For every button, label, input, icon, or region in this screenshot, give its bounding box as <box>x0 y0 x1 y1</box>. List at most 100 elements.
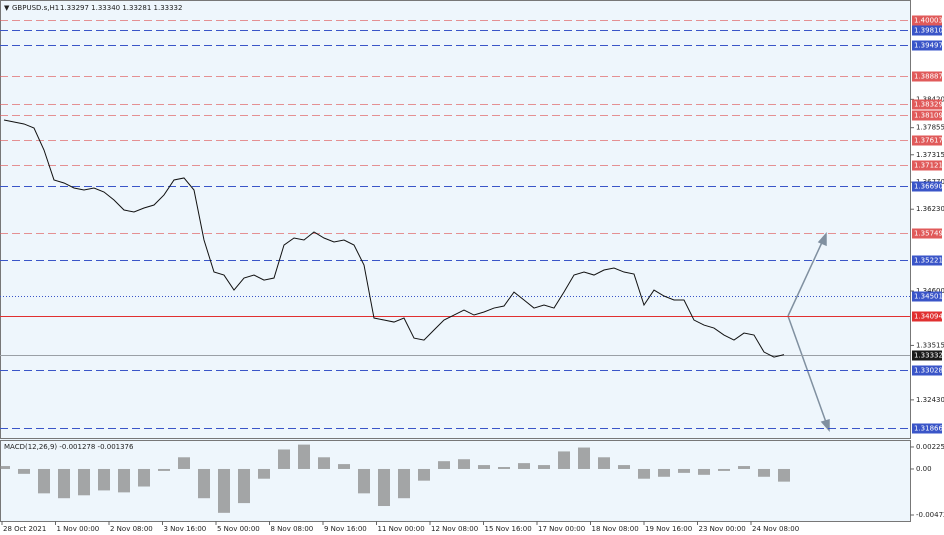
macd-bar <box>58 468 70 499</box>
level-label-bg <box>912 311 942 322</box>
level-label-bg <box>912 181 942 192</box>
x-tick-label: 19 Nov 16:00 <box>645 525 692 533</box>
level-label: 1.36690 <box>914 183 943 191</box>
macd-bar <box>378 468 390 507</box>
macd-bar <box>598 457 610 469</box>
macd-bar <box>358 468 370 494</box>
macd-bar <box>718 468 730 471</box>
macd-bar <box>278 449 290 469</box>
macd-bar <box>338 464 350 469</box>
macd-bar <box>258 468 270 479</box>
macd-bar <box>318 457 330 469</box>
level-label-bg <box>912 40 942 51</box>
macd-bar <box>458 459 470 469</box>
level-label: 1.39810 <box>914 27 943 35</box>
macd-bar <box>438 461 450 469</box>
x-tick-label: 28 Oct 2021 <box>3 525 46 533</box>
x-tick-label: 23 Nov 00:00 <box>699 525 746 533</box>
y-tick-label: 1.34600 <box>916 287 944 295</box>
macd-bar <box>658 468 670 477</box>
macd-bar <box>578 447 590 469</box>
level-label: 1.37617 <box>914 137 943 145</box>
macd-pane-frame <box>0 440 911 522</box>
level-label-bg <box>912 135 942 146</box>
level-label: 1.40003 <box>914 17 943 25</box>
level-label: 1.33028 <box>914 367 943 375</box>
macd-bar <box>778 468 790 482</box>
level-label: 1.35749 <box>914 230 943 238</box>
macd-bar <box>638 468 650 479</box>
x-tick-label: 15 Nov 16:00 <box>485 525 532 533</box>
macd-bar <box>618 465 630 469</box>
y-tick-label: 0.002258 <box>916 443 944 451</box>
x-tick-label: 1 Nov 00:00 <box>57 525 100 533</box>
macd-bar <box>298 444 310 469</box>
level-label: 1.38329 <box>914 101 943 109</box>
macd-bar <box>498 467 510 469</box>
ohlc-values: 1.33297 1.33340 1.33281 1.33332 <box>60 4 182 12</box>
level-label-bg <box>912 25 942 36</box>
macd-bar <box>118 468 130 493</box>
macd-bar <box>38 468 50 494</box>
macd-bar <box>518 463 530 469</box>
macd-bar <box>78 468 90 496</box>
level-label-bg <box>912 365 942 376</box>
level-label: 1.35221 <box>914 257 943 265</box>
macd-bar <box>158 468 170 471</box>
level-label: 1.34501 <box>914 293 943 301</box>
y-tick-label: 0.00 <box>916 465 932 473</box>
triangle-icon: ▼ <box>4 4 10 12</box>
y-tick-label: -0.004723 <box>916 511 944 519</box>
macd-bar <box>218 468 230 513</box>
level-label-bg <box>912 110 942 121</box>
x-tick-label: 11 Nov 00:00 <box>378 525 425 533</box>
level-label-bg <box>912 423 942 434</box>
macd-title: MACD(12,26,9) -0.001278 -0.001376 <box>4 443 134 451</box>
x-tick-label: 12 Nov 08:00 <box>431 525 478 533</box>
level-label-bg <box>912 350 942 361</box>
macd-bar <box>198 468 210 499</box>
y-tick-label: 1.33515 <box>916 341 944 349</box>
macd-bar <box>178 457 190 469</box>
level-label-bg <box>912 228 942 239</box>
x-tick-label: 24 Nov 08:00 <box>752 525 799 533</box>
x-tick-label: 18 Nov 08:00 <box>592 525 639 533</box>
macd-bar <box>538 465 550 469</box>
y-tick-label: 1.32430 <box>916 396 944 404</box>
macd-bar <box>398 468 410 499</box>
price-line <box>3 119 785 358</box>
level-label: 1.34094 <box>914 313 943 321</box>
macd-bar <box>98 468 110 491</box>
y-tick-label: 1.37855 <box>916 124 944 132</box>
level-label: 1.33332 <box>914 352 943 360</box>
level-label-bg <box>912 291 942 302</box>
x-tick-label: 2 Nov 08:00 <box>110 525 153 533</box>
macd-bar <box>738 466 750 469</box>
macd-bar <box>558 451 570 469</box>
symbol-title: GBPUSD.s,H1 <box>12 4 59 12</box>
level-label: 1.39497 <box>914 42 943 50</box>
macd-bar <box>418 468 430 481</box>
macd-bar <box>758 468 770 477</box>
level-label: 1.38109 <box>914 112 943 120</box>
x-tick-label: 5 Nov 00:00 <box>217 525 260 533</box>
level-label-bg <box>912 71 942 82</box>
macd-bar <box>478 465 490 469</box>
macd-bar <box>698 468 710 475</box>
x-tick-label: 9 Nov 16:00 <box>324 525 367 533</box>
level-label-bg <box>912 255 942 266</box>
macd-bar <box>678 468 690 473</box>
x-tick-label: 17 Nov 00:00 <box>538 525 585 533</box>
macd-bar <box>18 468 30 474</box>
y-tick-label: 1.38420 <box>916 95 944 103</box>
x-tick-label: 8 Nov 08:00 <box>271 525 314 533</box>
level-label: 1.38887 <box>914 73 943 81</box>
macd-bar <box>238 468 250 504</box>
y-tick-label: 1.37315 <box>916 151 944 159</box>
level-label-bg <box>912 160 942 171</box>
y-tick-label: 1.36230 <box>916 205 944 213</box>
macd-bar <box>0 466 10 469</box>
level-label-bg <box>912 99 942 110</box>
price-pane-frame <box>0 0 911 439</box>
